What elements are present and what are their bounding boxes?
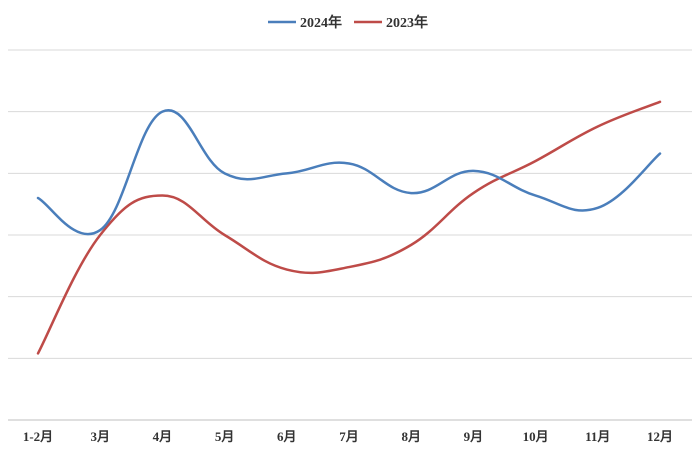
x-tick-label: 7月	[339, 429, 359, 444]
legend: 2024年 2023年	[268, 14, 428, 31]
x-axis: 1-2月 3月 4月 5月 6月 7月 8月 9月 10月 11月 12月	[23, 429, 673, 444]
x-tick-label: 9月	[464, 429, 484, 444]
legend-label-1: 2023年	[386, 14, 428, 31]
x-tick-label: 11月	[585, 429, 610, 444]
x-tick-label: 5月	[215, 429, 235, 444]
x-tick-label: 12月	[647, 429, 673, 444]
gridlines	[8, 49, 692, 421]
x-tick-label: 3月	[90, 429, 110, 444]
series-layer	[36, 100, 662, 355]
x-tick-label: 8月	[401, 429, 421, 444]
series-line-0	[36, 109, 662, 236]
x-tick-label: 1-2月	[23, 429, 53, 444]
x-tick-label: 4月	[153, 429, 173, 444]
x-tick-label: 10月	[523, 429, 549, 444]
series-line-1	[36, 100, 662, 355]
legend-label-0: 2024年	[300, 14, 342, 31]
x-tick-label: 6月	[277, 429, 297, 444]
